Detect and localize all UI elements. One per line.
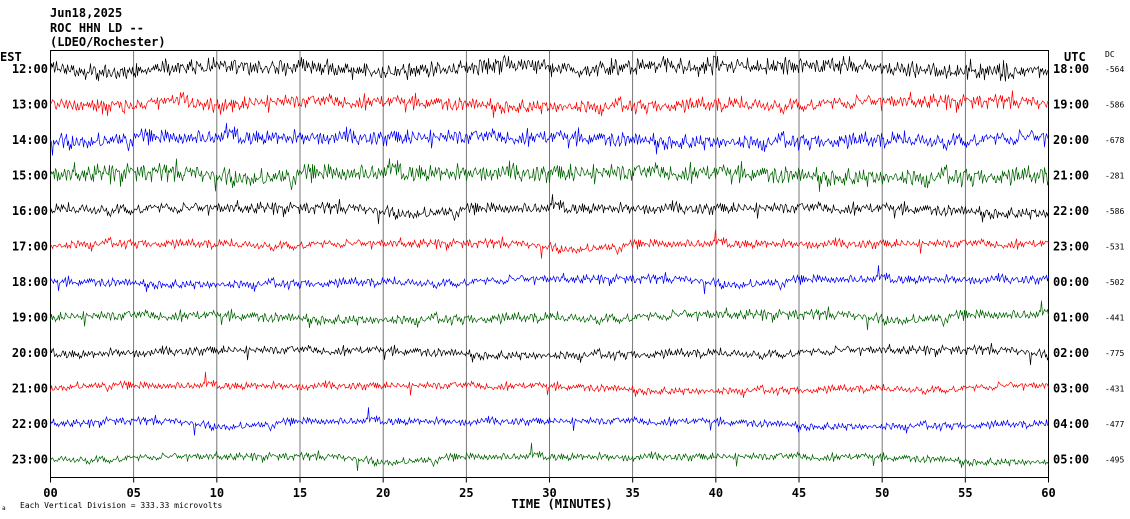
trace-row [50,194,1049,225]
est-hour-label: 12:00 [12,62,48,76]
est-hour-label: 17:00 [12,240,48,254]
dc-offset-label: -495 [1105,456,1124,465]
est-hour-label: 23:00 [12,453,48,467]
utc-hour-label: 23:00 [1053,240,1089,254]
header-network: (LDEO/Rochester) [50,35,166,49]
trace-row [50,371,1049,398]
trace-row [50,407,1049,436]
dc-offset-label: -431 [1105,385,1124,394]
dc-offset-label: -564 [1105,65,1124,74]
trace-row [50,300,1049,331]
x-tick-label: 35 [625,486,639,500]
x-tick-label: 55 [958,486,972,500]
est-hour-label: 20:00 [12,346,48,360]
dc-offset-label: -502 [1105,278,1124,287]
est-hour-label: 19:00 [12,311,48,325]
utc-hour-label: 03:00 [1053,382,1089,396]
x-tick-label: 45 [792,486,806,500]
x-tick-label: 10 [210,486,224,500]
dc-offset-label: -531 [1105,243,1124,252]
est-hour-label: 18:00 [12,275,48,289]
trace-row [50,342,1049,366]
utc-hour-label: 04:00 [1053,417,1089,431]
trace-row [50,229,1049,259]
dc-offset-label: -586 [1105,101,1124,110]
x-tick-label: 15 [293,486,307,500]
utc-hour-label: 00:00 [1053,275,1089,289]
est-hour-label: 13:00 [12,98,48,112]
x-tick-label: 60 [1041,486,1055,500]
utc-hour-label: 01:00 [1053,311,1089,325]
dc-offset-label: -586 [1105,207,1124,216]
utc-hour-label: 18:00 [1053,62,1089,76]
dc-title: DC [1105,50,1115,59]
vertical-division-note: Each Vertical Division = 333.33 microvol… [20,501,222,510]
header-date: Jun18,2025 [50,6,122,20]
x-tick-label: 25 [459,486,473,500]
dc-offset-label: -441 [1105,314,1124,323]
row-labels: 12:00 18:00 -564 13:00 19:00 -586 14:00 20:00 -6… [12,62,1125,467]
trace-row [50,158,1049,192]
x-tick-label: 30 [542,486,556,500]
trace-row [50,442,1049,472]
x-axis-label: TIME (MINUTES) [511,497,612,511]
utc-hour-label: 19:00 [1053,98,1089,112]
trace-row [50,122,1049,156]
utc-hour-label: 20:00 [1053,133,1089,147]
utc-hour-label: 22:00 [1053,204,1089,218]
est-axis-title: EST [0,50,22,64]
est-hour-label: 21:00 [12,382,48,396]
x-tick-label: 20 [376,486,390,500]
time-axis: 00 05 10 15 20 25 30 35 40 45 50 55 60 [43,477,1056,500]
station-mark: a [2,505,6,512]
utc-hour-label: 05:00 [1053,453,1089,467]
est-hour-label: 15:00 [12,169,48,183]
utc-hour-label: 02:00 [1053,346,1089,360]
x-tick-label: 05 [126,486,140,500]
dc-offset-label: -477 [1105,420,1124,429]
time-gridlines [133,50,966,478]
est-hour-label: 16:00 [12,204,48,218]
dc-offset-label: -281 [1105,172,1124,181]
trace-row [50,90,1049,118]
trace-row [50,265,1049,295]
trace-row [50,54,1049,82]
header-station: ROC HHN LD -- [50,21,144,35]
x-tick-label: 40 [709,486,723,500]
seismic-traces [50,54,1049,472]
est-hour-label: 14:00 [12,133,48,147]
x-tick-label: 50 [875,486,889,500]
x-tick-label: 00 [43,486,57,500]
utc-axis-title: UTC [1064,50,1086,64]
est-hour-label: 22:00 [12,417,48,431]
utc-hour-label: 21:00 [1053,169,1089,183]
dc-offset-label: -775 [1105,349,1124,358]
dc-offset-label: -678 [1105,136,1124,145]
